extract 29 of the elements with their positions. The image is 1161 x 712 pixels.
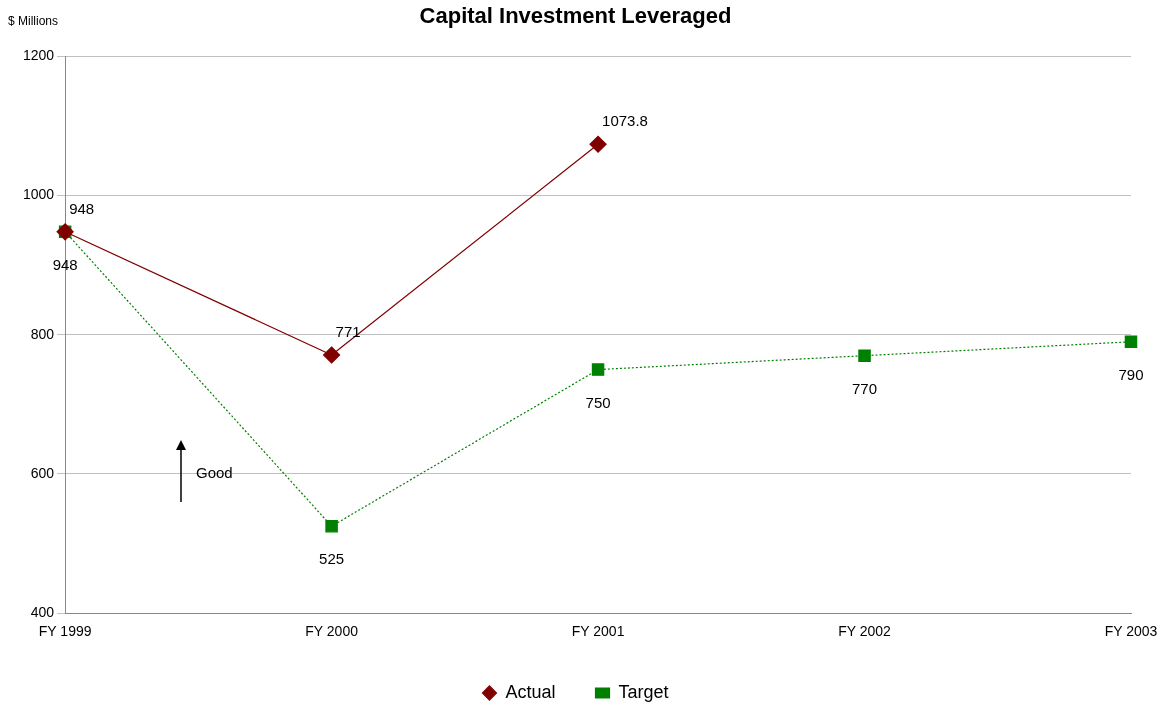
- x-tick-label: FY 2003: [1104, 623, 1158, 640]
- point: [1124, 335, 1138, 349]
- legend-label: Target: [618, 681, 669, 702]
- x-tick-label: FY 2001: [571, 623, 625, 640]
- y-tick-label: 1000: [22, 186, 55, 203]
- y-tick-label: 400: [30, 604, 55, 621]
- y-tick-label: 800: [30, 325, 55, 342]
- x-tick-label: FY 1999: [38, 623, 92, 640]
- legend-label: Actual: [505, 681, 556, 702]
- annotation: Good: [196, 464, 233, 482]
- point: [325, 519, 338, 533]
- y-axis-title: $ Millions: [8, 14, 59, 29]
- data-label: 771: [335, 323, 361, 341]
- x-tick-label: FY 2000: [305, 623, 359, 640]
- point: [589, 135, 607, 153]
- data-label: 948: [69, 199, 95, 217]
- point: [858, 349, 871, 362]
- data-label: 770: [852, 379, 878, 397]
- data-label: 750: [585, 393, 611, 411]
- data-label: 1073.8: [602, 112, 648, 130]
- chart-title: Capital Investment Leveraged: [419, 3, 732, 29]
- y-tick-label: 1200: [22, 47, 55, 64]
- point: [323, 346, 341, 364]
- point: [591, 363, 605, 376]
- data-label: 948: [52, 255, 78, 273]
- x-tick-label: FY 2002: [838, 623, 892, 640]
- data-label: 525: [319, 550, 345, 568]
- y-tick-label: 600: [30, 464, 55, 481]
- data-label: 790: [1118, 365, 1144, 383]
